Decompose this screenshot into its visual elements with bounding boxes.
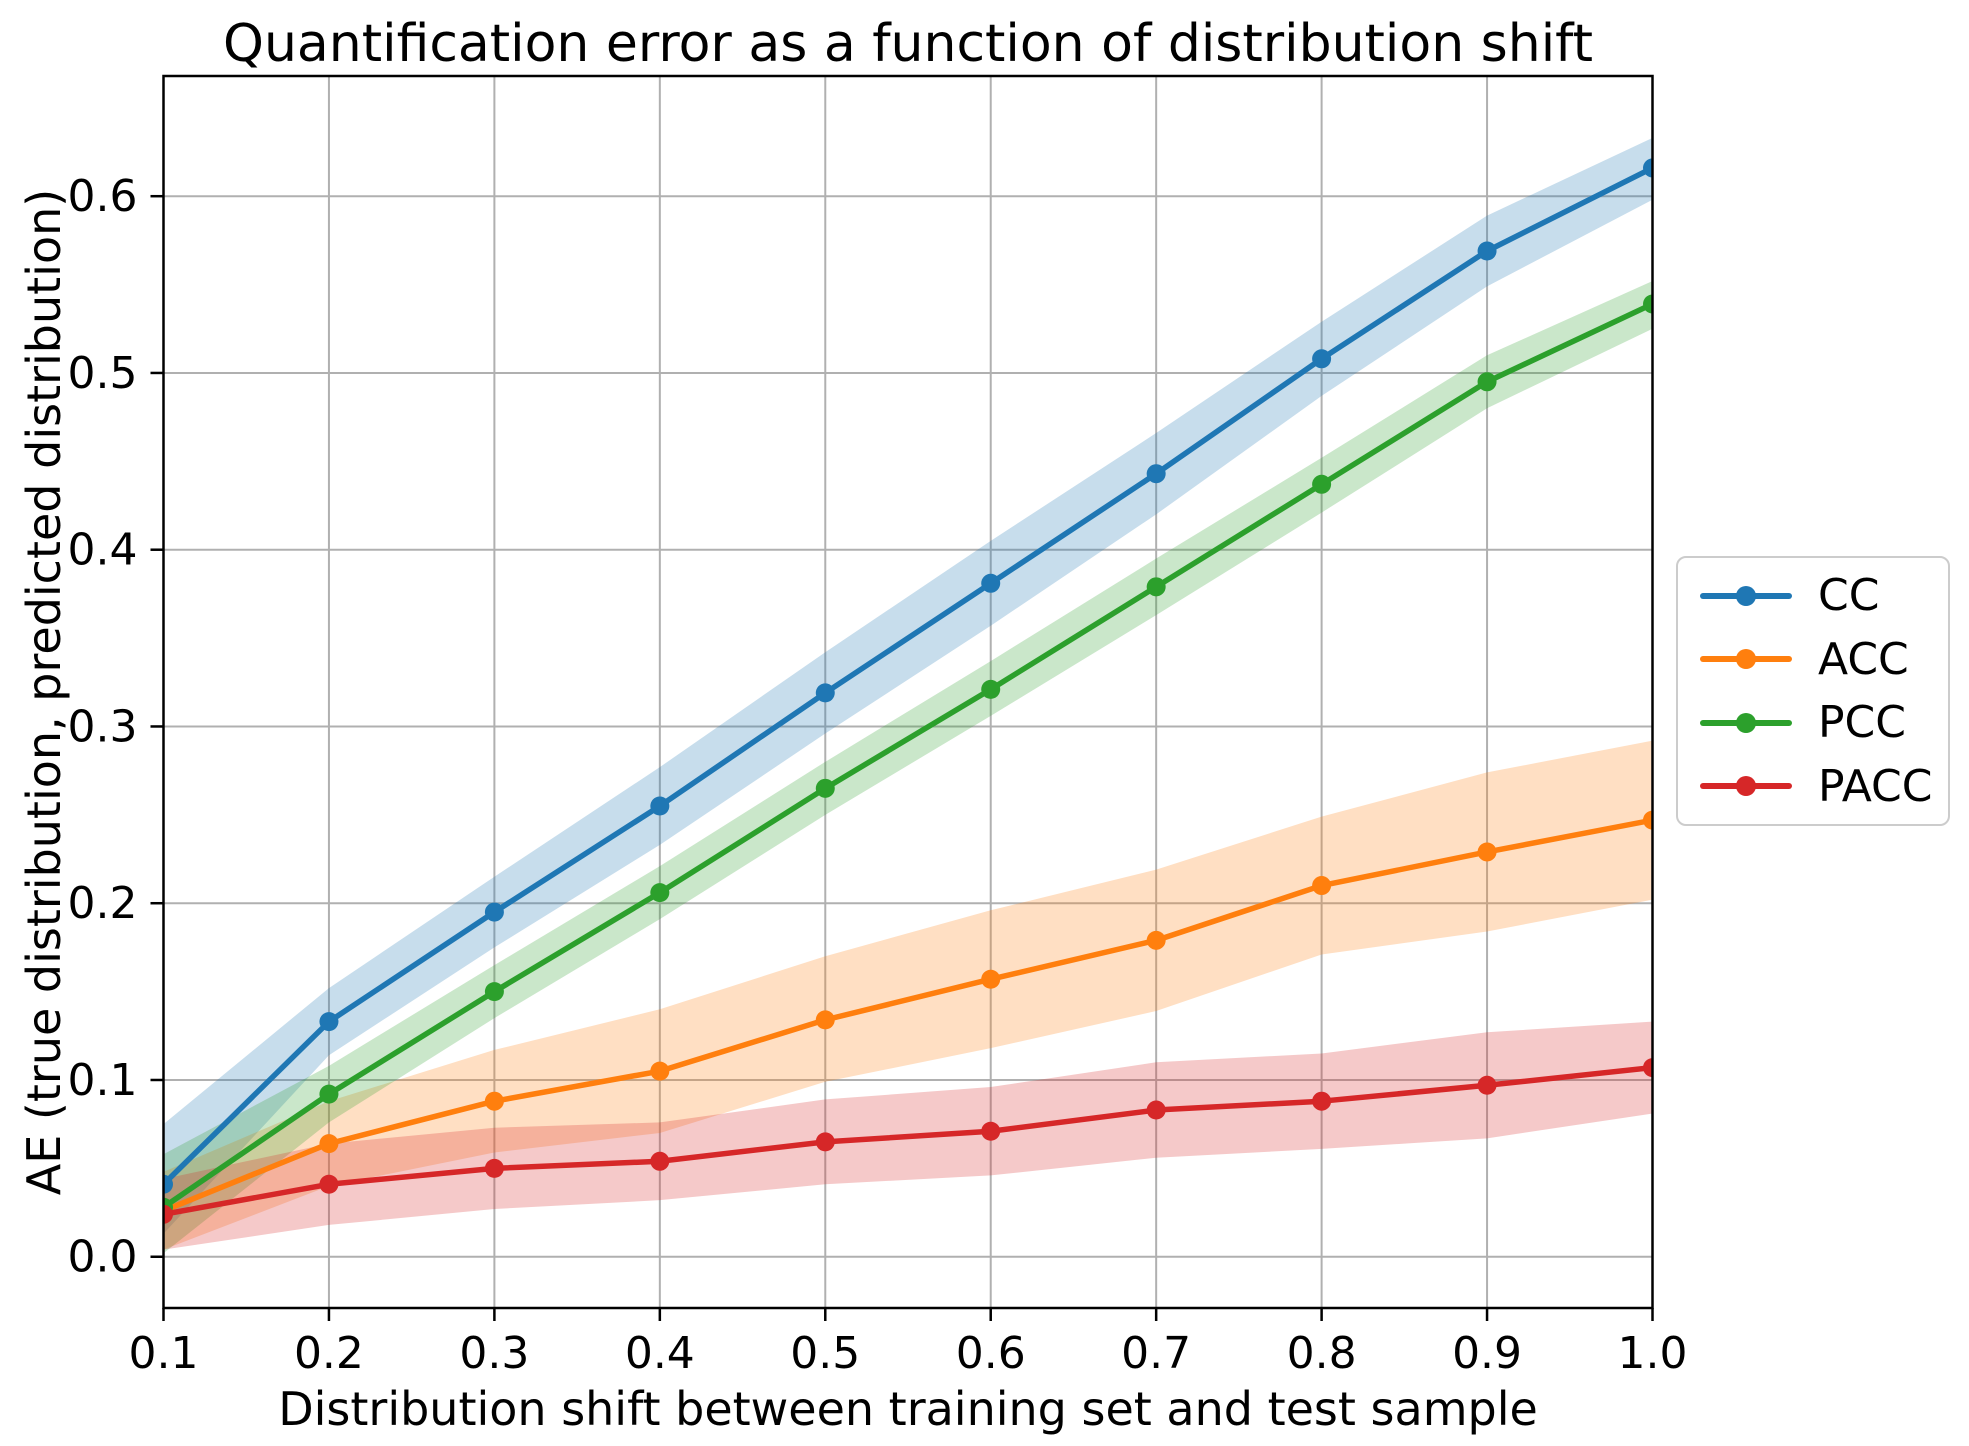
x-tick-label: 1.0 bbox=[1618, 1328, 1688, 1379]
marker-pcc bbox=[484, 982, 504, 1002]
marker-pcc bbox=[1146, 577, 1166, 597]
marker-pacc bbox=[650, 1151, 670, 1171]
x-tick-label: 0.5 bbox=[790, 1328, 860, 1379]
legend-label: CC bbox=[1818, 570, 1880, 622]
marker-pacc bbox=[319, 1174, 339, 1194]
tick-labels: 0.1 0.2 0.3 0.4 0.5 0.6 0.7 0.8 0.9 1.0 0.0 0.1 0.2 0… bbox=[68, 171, 1688, 1379]
marker-acc bbox=[484, 1091, 504, 1111]
marker-pacc bbox=[484, 1158, 504, 1178]
legend-marker-dot bbox=[1736, 776, 1756, 797]
y-tick-label: 0.5 bbox=[68, 348, 138, 399]
marker-cc bbox=[1643, 158, 1653, 178]
legend-line-swatch bbox=[1700, 776, 1792, 797]
x-tick-label: 0.3 bbox=[459, 1328, 529, 1379]
legend-item-pacc: PACC bbox=[1678, 761, 1948, 812]
marker-acc bbox=[650, 1061, 670, 1081]
x-axis-label: Distribution shift between training set … bbox=[278, 1382, 1538, 1436]
legend: CC ACC PCC PACC bbox=[1676, 556, 1950, 826]
legend-line-swatch bbox=[1700, 649, 1792, 670]
legend-label: ACC bbox=[1818, 633, 1909, 685]
marker-cc bbox=[319, 1012, 339, 1032]
marker-acc bbox=[981, 969, 1001, 989]
series-group bbox=[163, 137, 1653, 1254]
y-tick-label: 0.1 bbox=[68, 1055, 138, 1106]
marker-pcc bbox=[1312, 474, 1332, 494]
legend-item-cc: CC bbox=[1678, 570, 1948, 621]
marker-acc bbox=[1477, 842, 1497, 862]
marker-cc bbox=[1477, 241, 1497, 261]
marker-acc bbox=[1312, 876, 1332, 896]
legend-marker-dot bbox=[1736, 585, 1756, 606]
marker-pcc bbox=[981, 679, 1001, 699]
x-tick-label: 0.7 bbox=[1121, 1328, 1191, 1379]
legend-marker-dot bbox=[1736, 649, 1756, 670]
x-tick-label: 0.2 bbox=[294, 1328, 364, 1379]
legend-item-acc: ACC bbox=[1678, 634, 1948, 685]
x-tick-label: 0.4 bbox=[625, 1328, 695, 1379]
marker-pcc bbox=[319, 1084, 339, 1104]
marker-acc bbox=[1643, 810, 1653, 830]
marker-pacc bbox=[1477, 1075, 1497, 1095]
line-acc bbox=[163, 817, 1653, 1214]
x-tick-label: 0.6 bbox=[956, 1328, 1026, 1379]
marker-cc bbox=[815, 683, 835, 703]
x-tick-label: 0.9 bbox=[1452, 1328, 1522, 1379]
marker-pacc bbox=[1312, 1091, 1332, 1111]
marker-acc bbox=[1146, 930, 1166, 950]
y-axis-label: AE (true distribution, predicted distrib… bbox=[17, 188, 71, 1196]
y-tick-label: 0.3 bbox=[68, 701, 138, 752]
marker-pcc bbox=[815, 778, 835, 798]
marker-pacc bbox=[1643, 1058, 1653, 1078]
plot-border bbox=[162, 74, 1654, 1310]
marker-acc bbox=[815, 1010, 835, 1030]
y-tick-label: 0.0 bbox=[68, 1232, 138, 1283]
marker-pacc bbox=[815, 1132, 835, 1152]
confidence-band-pcc bbox=[163, 281, 1653, 1254]
line-cc bbox=[163, 165, 1653, 1188]
marker-cc bbox=[163, 1174, 173, 1194]
legend-marker-dot bbox=[1736, 712, 1756, 733]
confidence-band-cc bbox=[163, 137, 1653, 1234]
marker-cc bbox=[981, 573, 1001, 593]
marker-pacc bbox=[981, 1121, 1001, 1141]
marker-cc bbox=[650, 796, 670, 816]
marker-pcc bbox=[1477, 372, 1497, 392]
legend-label: PACC bbox=[1818, 760, 1933, 812]
legend-line-swatch bbox=[1700, 585, 1792, 606]
legend-line-swatch bbox=[1700, 712, 1792, 733]
legend-label: PCC bbox=[1818, 697, 1906, 749]
marker-acc bbox=[319, 1134, 339, 1154]
chart-title: Quantification error as a function of di… bbox=[223, 14, 1593, 74]
marker-pacc bbox=[163, 1204, 173, 1224]
confidence-band-acc bbox=[163, 740, 1653, 1250]
y-tick-label: 0.6 bbox=[68, 171, 138, 222]
line-pcc bbox=[163, 301, 1653, 1210]
tick-marks bbox=[150, 194, 1654, 1321]
marker-cc bbox=[1146, 464, 1166, 484]
marker-pcc bbox=[650, 883, 670, 903]
x-tick-label: 0.1 bbox=[129, 1328, 199, 1379]
marker-cc bbox=[1312, 349, 1332, 369]
legend-item-pcc: PCC bbox=[1678, 697, 1948, 748]
y-tick-label: 0.2 bbox=[68, 878, 138, 929]
marker-cc bbox=[484, 902, 504, 922]
marker-pcc bbox=[1643, 294, 1653, 314]
line-pacc bbox=[163, 1064, 1653, 1218]
x-tick-label: 0.8 bbox=[1287, 1328, 1357, 1379]
marker-pacc bbox=[1146, 1100, 1166, 1120]
y-tick-label: 0.4 bbox=[68, 525, 138, 576]
